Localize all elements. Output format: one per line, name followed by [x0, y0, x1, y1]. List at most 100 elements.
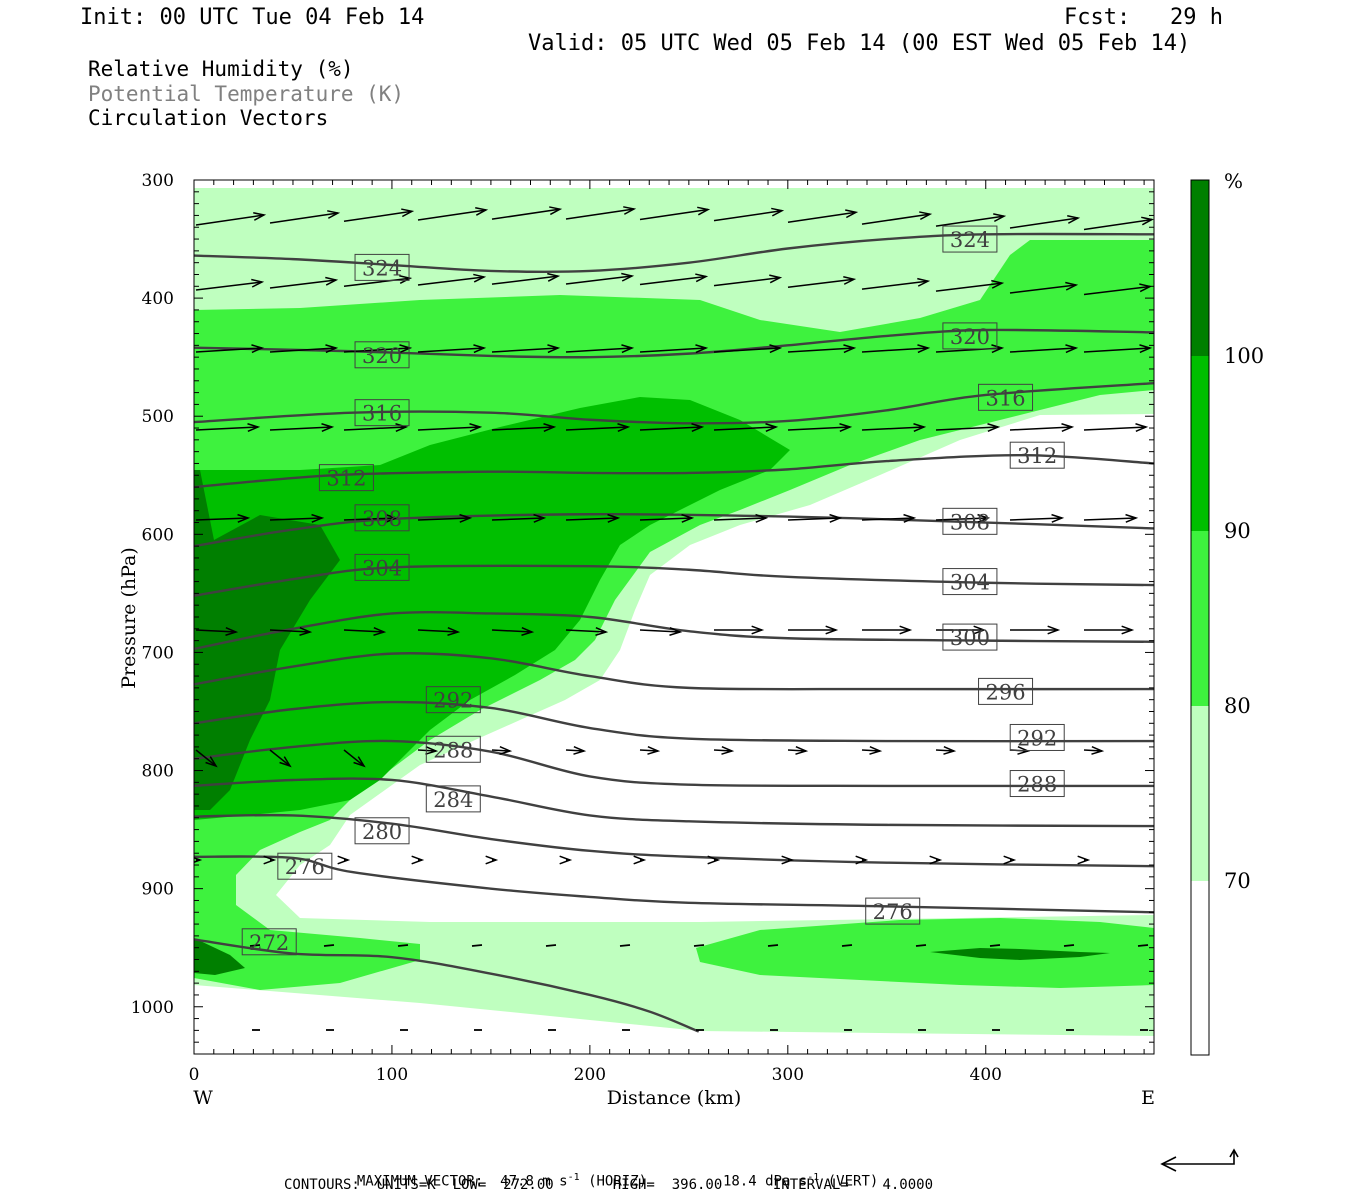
vector-arrowhead	[977, 513, 991, 523]
vector-arrow	[417, 749, 437, 752]
vector-arrowhead	[573, 745, 587, 755]
vector-arrowhead	[1067, 215, 1081, 224]
vector-arrowhead	[225, 627, 239, 636]
theta-label-324: 324	[362, 256, 402, 280]
x-east-label: E	[1141, 1087, 1155, 1109]
vector-arrowhead	[1077, 855, 1091, 865]
theta-label-box	[425, 686, 481, 714]
vector-arrow	[343, 629, 385, 633]
theta-contour-312	[194, 453, 1154, 489]
vector-arrowhead	[395, 423, 409, 432]
horiz-exponent: -1	[567, 1172, 580, 1183]
vector-arrow	[343, 277, 411, 288]
vector-arrow	[1009, 284, 1077, 294]
y-tick-label: 700	[142, 643, 174, 663]
vector-arrowhead	[469, 423, 483, 432]
vector-arrow	[565, 347, 633, 353]
vector-arrow	[565, 275, 633, 285]
vector-arrow	[713, 209, 783, 222]
vector-arrow	[787, 517, 841, 521]
vector-arrowhead	[647, 745, 661, 755]
vector-arrow	[195, 749, 217, 767]
theta-contour-300	[194, 610, 1154, 651]
theta-contour-316	[194, 381, 1154, 425]
theta-contour-276	[194, 855, 1154, 914]
theta-contour-292	[194, 700, 1154, 743]
vector-arrowhead	[194, 857, 203, 863]
vector-arrowhead	[991, 344, 1005, 354]
vector-arrow	[713, 347, 781, 353]
vector-arrowhead	[681, 513, 695, 523]
vector-arrowhead	[373, 627, 387, 636]
vector-arrow	[861, 426, 925, 431]
vector-arrow	[565, 208, 635, 220]
theta-label-308: 308	[950, 510, 990, 534]
vector-arrowhead	[769, 344, 783, 354]
vector-arrow	[861, 347, 929, 353]
y-tick-label: 800	[142, 762, 174, 782]
vector-arrow	[935, 517, 989, 521]
vector-small	[323, 944, 335, 947]
theta-label-296: 296	[985, 680, 1025, 704]
vector-arrow	[713, 426, 777, 431]
colorbar-70	[1191, 706, 1209, 881]
vector-arrowhead	[399, 344, 413, 354]
vector-arrowhead	[839, 423, 853, 432]
x-tick-label: 200	[574, 1065, 606, 1085]
theta-label-312: 312	[1017, 444, 1057, 468]
vector-arrow	[713, 749, 733, 752]
vector-arrowhead	[1121, 625, 1135, 635]
vector-arrow	[269, 279, 337, 289]
vector-arrow	[787, 278, 855, 289]
rh-100-low	[194, 938, 245, 975]
vector-arrowhead	[475, 206, 489, 216]
y-axis-label: Pressure (hPa)	[118, 547, 140, 689]
vector-arrow	[491, 629, 533, 633]
rh-100-small	[930, 948, 1110, 960]
colorbar-80	[1191, 531, 1209, 706]
vector-arrowhead	[695, 273, 709, 283]
max-vector-label: MAXIMUM VECTOR:	[356, 1173, 484, 1190]
vector-arrow	[195, 517, 249, 521]
vector-arrowhead	[279, 756, 292, 768]
y-tick-label: 400	[142, 289, 174, 309]
vector-arrow	[343, 749, 365, 767]
vector-arrowhead	[499, 745, 513, 755]
vector-arrow	[861, 517, 915, 521]
vector-arrowhead	[543, 423, 557, 432]
vector-arrowhead	[1003, 855, 1017, 865]
vector-arrowhead	[473, 344, 487, 354]
vector-arrow	[1009, 426, 1073, 431]
vector-arrowhead	[765, 423, 779, 432]
vector-arrowhead	[547, 344, 561, 354]
vector-small	[693, 944, 705, 947]
vector-arrow	[269, 212, 339, 224]
vector-small	[249, 944, 261, 947]
vector-arrowhead	[1091, 745, 1105, 755]
vector-arrow	[639, 517, 693, 521]
vector-arrowhead	[919, 211, 933, 221]
vector-arrowhead	[425, 745, 439, 755]
vector-arrow	[269, 347, 337, 353]
vector-arrowhead	[843, 276, 857, 285]
x-tick-label: 300	[772, 1065, 804, 1085]
vector-arrow	[861, 213, 931, 225]
vector-arrowhead	[299, 627, 313, 636]
theta-contour-labels: 324 324 320 320 316 316 312 312 308 308 304 304 300 2…	[241, 225, 1065, 956]
vector-arrow	[713, 517, 767, 521]
vector-arrow	[1083, 426, 1147, 431]
theta-contour-280	[194, 813, 1154, 868]
vector-small	[1137, 944, 1149, 947]
vector-arrowhead	[899, 625, 913, 635]
vector-arrowhead	[993, 213, 1007, 223]
rh-80-lower	[696, 918, 1154, 988]
vector-arrowhead	[253, 212, 267, 221]
theta-contour-296	[194, 652, 1154, 691]
vector-arrow	[491, 347, 559, 353]
vector-arrow	[935, 749, 955, 752]
vector-arrowhead	[755, 513, 769, 523]
vector-arrowhead	[251, 344, 265, 354]
colorbar-label-70: 70	[1224, 869, 1251, 893]
vector-arrowhead	[311, 513, 325, 523]
theta-label-box	[1009, 770, 1065, 798]
